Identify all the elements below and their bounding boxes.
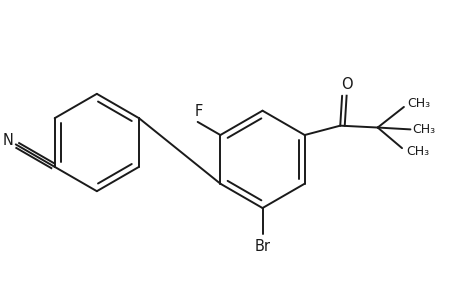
Text: CH₃: CH₃ [411,123,435,136]
Text: F: F [194,104,202,119]
Text: CH₃: CH₃ [407,97,430,110]
Text: O: O [340,77,352,92]
Text: Br: Br [254,239,270,254]
Text: CH₃: CH₃ [405,146,428,158]
Text: N: N [3,133,14,148]
